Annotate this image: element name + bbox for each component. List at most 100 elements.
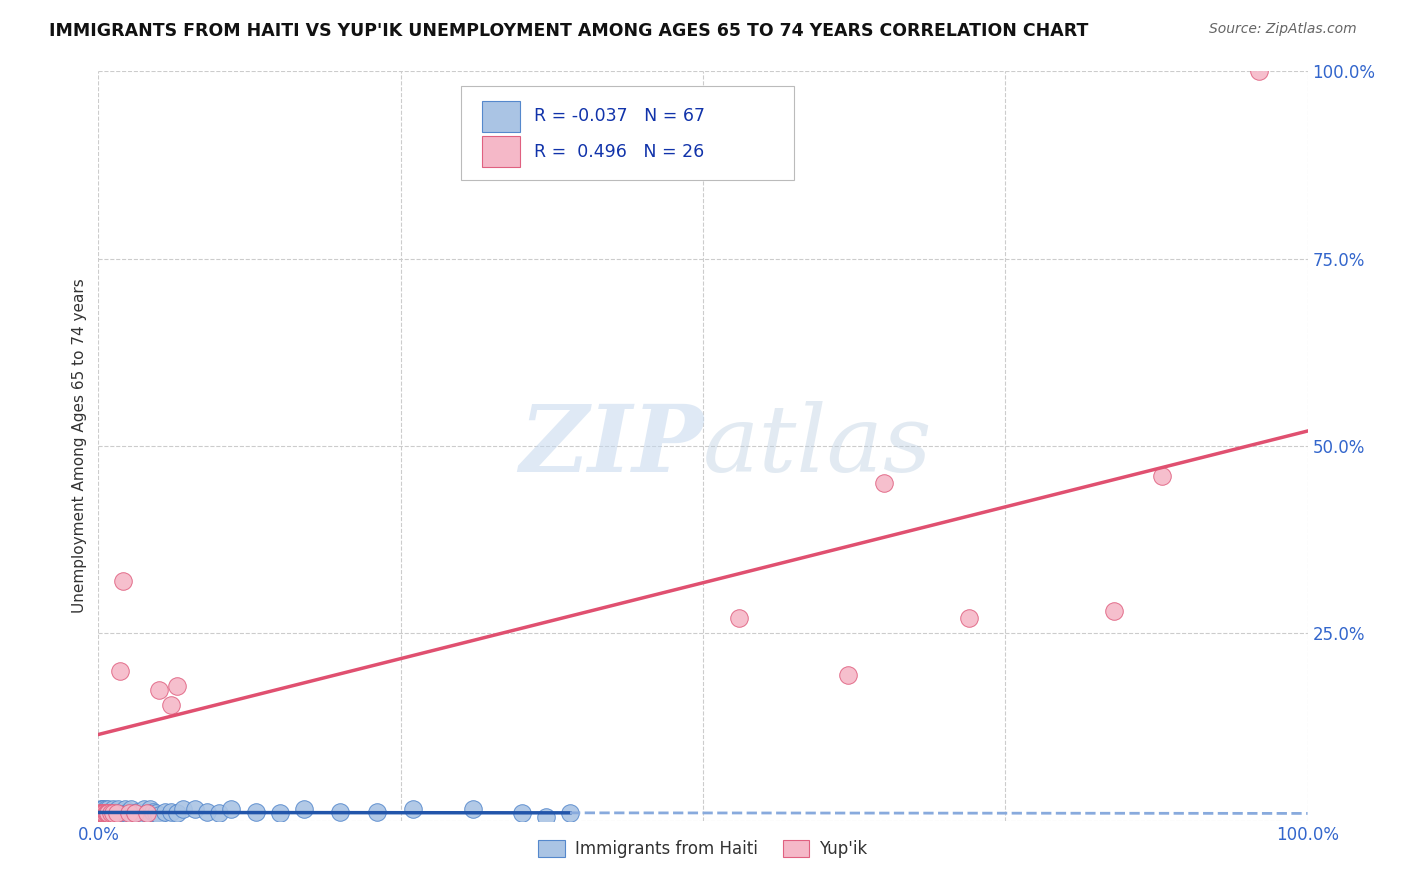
- FancyBboxPatch shape: [482, 136, 520, 168]
- Point: [91, 806, 114, 821]
- Point: [195, 805, 218, 819]
- Point: [1249, 64, 1271, 78]
- Point: [94, 802, 117, 816]
- Point: [1152, 469, 1174, 483]
- Point: [96, 806, 118, 821]
- Point: [100, 806, 122, 821]
- Point: [108, 664, 131, 678]
- Point: [558, 806, 581, 821]
- Point: [90, 806, 112, 821]
- Point: [104, 805, 127, 819]
- Point: [245, 805, 267, 819]
- Point: [221, 802, 243, 816]
- Point: [93, 810, 115, 824]
- Point: [208, 806, 231, 821]
- Point: [96, 805, 118, 819]
- Point: [534, 810, 557, 824]
- Point: [94, 810, 117, 824]
- Y-axis label: Unemployment Among Ages 65 to 74 years: Unemployment Among Ages 65 to 74 years: [72, 278, 87, 614]
- Point: [111, 574, 134, 588]
- Point: [184, 802, 207, 816]
- Point: [1102, 604, 1125, 618]
- Point: [111, 805, 134, 819]
- Point: [127, 805, 149, 819]
- Point: [90, 802, 112, 816]
- Point: [129, 806, 152, 821]
- Text: Source: ZipAtlas.com: Source: ZipAtlas.com: [1209, 22, 1357, 37]
- Point: [94, 806, 117, 821]
- Point: [114, 802, 136, 816]
- Point: [89, 810, 111, 824]
- Point: [100, 805, 122, 819]
- Point: [89, 806, 111, 821]
- Point: [124, 806, 146, 821]
- Point: [110, 810, 132, 824]
- Legend: Immigrants from Haiti, Yup'ik: Immigrants from Haiti, Yup'ik: [531, 833, 875, 864]
- Point: [93, 806, 115, 821]
- Point: [94, 807, 117, 822]
- Point: [135, 806, 157, 821]
- Point: [98, 806, 121, 821]
- Point: [510, 806, 533, 821]
- Point: [91, 805, 114, 819]
- Point: [115, 806, 138, 821]
- Point: [97, 802, 120, 816]
- Point: [135, 806, 157, 821]
- Point: [366, 805, 388, 819]
- Point: [100, 806, 122, 821]
- Point: [89, 806, 111, 821]
- Point: [153, 805, 176, 819]
- Point: [101, 802, 124, 816]
- Text: IMMIGRANTS FROM HAITI VS YUP'IK UNEMPLOYMENT AMONG AGES 65 TO 74 YEARS CORRELATI: IMMIGRANTS FROM HAITI VS YUP'IK UNEMPLOY…: [49, 22, 1088, 40]
- Point: [101, 806, 124, 821]
- Point: [108, 806, 131, 821]
- Text: R = -0.037   N = 67: R = -0.037 N = 67: [534, 107, 704, 125]
- Point: [96, 807, 118, 822]
- Point: [90, 810, 112, 824]
- Point: [105, 806, 128, 821]
- Point: [166, 806, 188, 821]
- Point: [145, 806, 167, 821]
- Point: [873, 476, 896, 491]
- Point: [124, 806, 146, 821]
- Point: [91, 810, 114, 824]
- Point: [91, 802, 114, 816]
- Point: [93, 805, 115, 819]
- Text: ZIP: ZIP: [519, 401, 703, 491]
- Point: [463, 802, 485, 816]
- Point: [118, 805, 141, 819]
- Point: [112, 806, 135, 821]
- Point: [172, 802, 194, 816]
- Point: [120, 802, 142, 816]
- FancyBboxPatch shape: [461, 87, 793, 180]
- Point: [91, 806, 114, 821]
- Point: [105, 806, 128, 821]
- Point: [90, 806, 112, 821]
- Point: [93, 807, 115, 822]
- Point: [160, 805, 183, 819]
- Point: [269, 806, 291, 821]
- Point: [91, 802, 114, 816]
- Point: [107, 802, 129, 816]
- Point: [148, 682, 170, 697]
- Point: [91, 806, 114, 821]
- Point: [166, 679, 188, 693]
- Text: R =  0.496   N = 26: R = 0.496 N = 26: [534, 143, 704, 161]
- Point: [142, 805, 165, 819]
- Point: [160, 698, 183, 712]
- Point: [108, 807, 131, 822]
- Point: [91, 810, 114, 824]
- Point: [139, 802, 162, 816]
- Point: [103, 806, 125, 821]
- Point: [402, 802, 425, 816]
- Point: [100, 810, 122, 824]
- Point: [292, 802, 315, 816]
- Point: [97, 806, 120, 821]
- Point: [97, 807, 120, 822]
- Point: [134, 802, 156, 816]
- Text: atlas: atlas: [703, 401, 932, 491]
- FancyBboxPatch shape: [482, 101, 520, 132]
- Point: [118, 806, 141, 821]
- Point: [837, 667, 859, 681]
- Point: [728, 611, 751, 625]
